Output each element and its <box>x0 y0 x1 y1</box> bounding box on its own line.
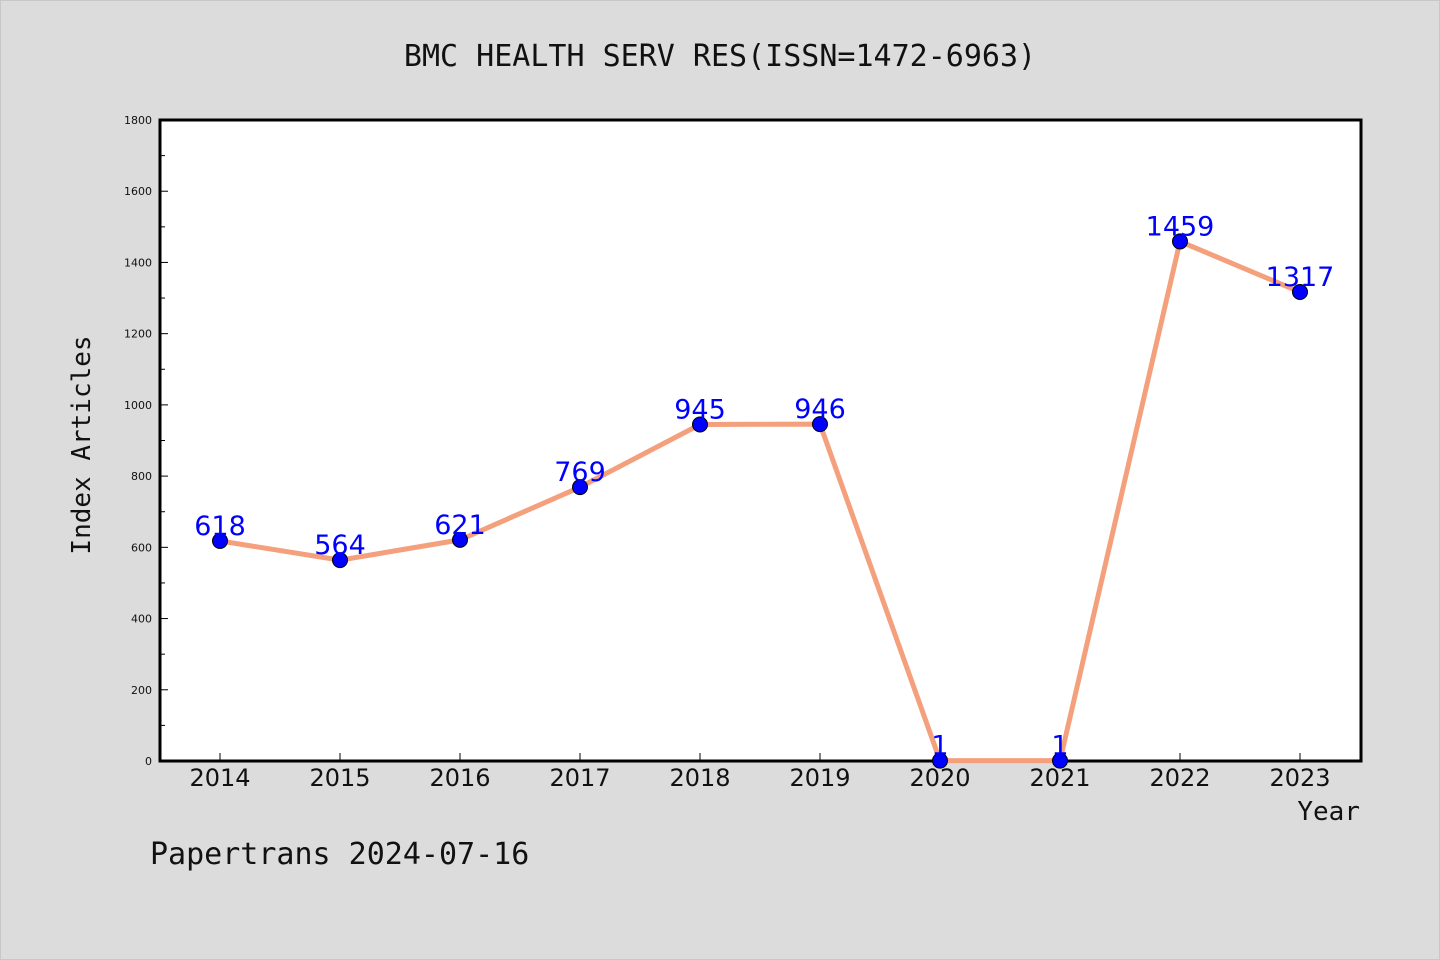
y-tick-label: 600 <box>131 541 152 554</box>
data-point-marker <box>932 752 948 769</box>
data-label-group: 618 564 621 769 945 946 1 1 1459 1317 <box>194 211 1334 761</box>
data-point-marker <box>1052 752 1068 769</box>
x-axis: 2014 2015 2016 2017 2018 2019 2020 2021 2022 2023 <box>189 753 1331 792</box>
x-axis-label: Year <box>1297 797 1360 827</box>
series-line <box>217 238 1303 764</box>
data-label: 1459 <box>1146 211 1215 242</box>
x-tick-label: 2014 <box>189 764 250 792</box>
data-label: 946 <box>794 394 846 425</box>
x-tick-label: 2019 <box>789 764 850 792</box>
y-tick-label: 800 <box>131 470 152 483</box>
data-point-marker <box>212 532 228 549</box>
data-label: 1 <box>1051 731 1068 762</box>
data-point-marker <box>1292 284 1308 301</box>
data-label: 564 <box>314 530 366 561</box>
x-tick-label: 2022 <box>1149 764 1210 792</box>
x-tick-label: 2023 <box>1269 764 1330 792</box>
chart-title: BMC HEALTH SERV RES(ISSN=1472-6963) <box>404 39 1036 74</box>
x-tick-label: 2018 <box>669 764 730 792</box>
y-tick-label: 1400 <box>124 256 152 269</box>
series-line-group <box>217 238 1303 764</box>
plot-area <box>158 118 1363 763</box>
data-label: 621 <box>434 510 486 541</box>
x-tick-label: 2016 <box>429 764 490 792</box>
y-axis-label: Index Articles <box>67 335 97 554</box>
x-tick-label: 2015 <box>309 764 370 792</box>
data-label: 618 <box>194 511 246 542</box>
data-point-marker <box>572 479 588 496</box>
y-tick-label: 400 <box>131 613 152 626</box>
data-point-marker <box>692 416 708 433</box>
data-point-marker <box>332 552 348 569</box>
data-point-marker <box>452 531 468 548</box>
y-tick-label: 1200 <box>124 328 152 341</box>
y-tick-label: 1800 <box>124 114 152 127</box>
data-point-marker <box>1172 233 1188 250</box>
marker-group <box>212 233 1308 769</box>
x-tick-label: 2017 <box>549 764 610 792</box>
data-label: 1 <box>931 731 948 762</box>
y-tick-label: 1000 <box>124 399 152 412</box>
x-tick-label: 2021 <box>1029 764 1090 792</box>
x-tick-label: 2020 <box>909 764 970 792</box>
footer-text: Papertrans 2024-07-16 <box>150 837 529 872</box>
data-label: 1317 <box>1266 262 1335 293</box>
data-label: 769 <box>554 457 606 488</box>
data-label: 945 <box>674 394 726 425</box>
y-axis: 0 200 400 600 800 1000 1200 1400 1600 1800 <box>124 114 168 768</box>
y-tick-label: 200 <box>131 684 152 697</box>
y-tick-label: 0 <box>145 755 152 768</box>
data-point-marker <box>812 416 828 433</box>
y-tick-label: 1600 <box>124 185 152 198</box>
